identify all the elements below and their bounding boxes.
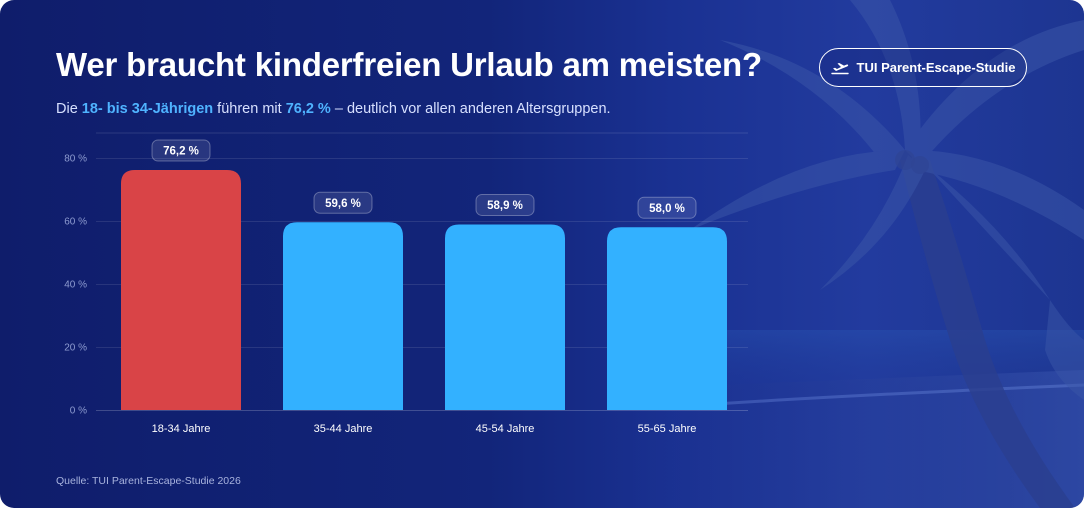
category-label: 45-54 Jahre	[476, 423, 535, 435]
y-tick-label: 80 %	[64, 154, 87, 165]
subtitle-highlight-age-group: 18- bis 34-Jährigen	[81, 101, 214, 117]
category-label: 55-65 Jahre	[638, 423, 697, 435]
value-label-pill	[637, 196, 697, 219]
subtitle-text-middle: führen mit	[213, 101, 286, 117]
study-badge-label: TUI Parent-Escape-Studie	[856, 60, 1016, 75]
airplane-takeoff-icon	[830, 62, 849, 74]
subtitle: Die 18- bis 34-Jährigen führen mit 76,2 …	[56, 101, 611, 117]
category-label: 18-34 Jahre	[152, 423, 211, 435]
y-tick-label: 20 %	[64, 343, 87, 354]
study-badge-button[interactable]: TUI Parent-Escape-Studie	[819, 48, 1027, 87]
y-tick-label: 0 %	[70, 406, 87, 417]
subtitle-text-end: – deutlich vor allen anderen Altersgrupp…	[330, 101, 611, 117]
subtitle-text-start: Die	[56, 101, 82, 117]
value-label: 58,0 %	[649, 203, 685, 215]
y-tick-label: 60 %	[64, 217, 87, 228]
bar-1	[121, 169, 241, 410]
value-label-pill	[475, 193, 535, 216]
source-note: Quelle: TUI Parent-Escape-Studie 2026	[56, 475, 241, 487]
bar-2	[283, 222, 403, 410]
value-label-pill	[313, 191, 373, 214]
bar-3	[445, 224, 565, 410]
value-label: 76,2 %	[163, 145, 199, 157]
y-tick-label: 40 %	[64, 280, 87, 291]
value-label: 58,9 %	[487, 200, 523, 212]
value-label-pill	[151, 139, 211, 162]
subtitle-highlight-value: 76,2 %	[285, 101, 331, 117]
bar-4	[607, 227, 727, 410]
value-label: 59,6 %	[325, 198, 361, 210]
category-label: 35-44 Jahre	[314, 423, 373, 435]
page-title: Wer braucht kinderfreien Urlaub am meist…	[56, 46, 762, 83]
